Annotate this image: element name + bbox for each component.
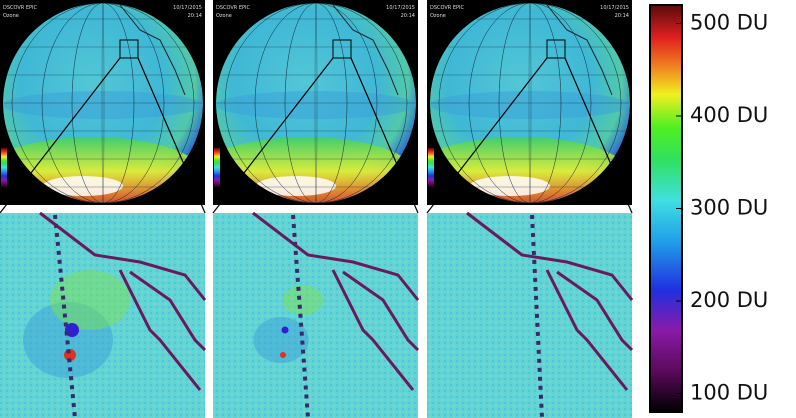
legend-strip [1, 148, 7, 188]
tropic-band [3, 91, 203, 119]
coastline [252, 211, 420, 301]
coastline [118, 269, 207, 391]
source: DSCOVR EPIC [3, 5, 37, 11]
tropic-band [430, 91, 630, 119]
meridian [224, 3, 408, 203]
meridian [468, 3, 592, 203]
meridian [284, 3, 348, 203]
anomaly-halo [253, 317, 309, 363]
colorbar-label: 300 DU [690, 196, 768, 220]
coastline [545, 269, 634, 391]
zoom-line [0, 57, 121, 214]
source: DSCOVR EPIC [430, 5, 464, 11]
coast [332, 4, 399, 96]
zoom-line [426, 57, 548, 214]
product: Ozone [3, 13, 19, 19]
meridian [254, 3, 378, 203]
zoom-panel [427, 213, 632, 418]
zoom-line [350, 57, 419, 214]
zoom-box [119, 39, 139, 59]
zoom-line [212, 57, 334, 214]
coastline [466, 211, 634, 301]
coastline [39, 211, 207, 301]
meridian [71, 3, 135, 203]
date: 10/17/2015 [173, 5, 202, 11]
date: 10/17/2015 [600, 5, 629, 11]
zoom-panel [213, 213, 418, 418]
product: Ozone [216, 13, 232, 19]
meridian [438, 3, 622, 203]
zoom-box [546, 39, 566, 59]
time: 20:14 [401, 13, 415, 19]
anomaly-green [283, 285, 323, 315]
track [291, 214, 310, 418]
colorbar-label: 100 DU [690, 381, 768, 405]
meridian [41, 3, 165, 203]
time: 20:14 [188, 13, 202, 19]
anomaly-low [281, 326, 289, 334]
ozone-hole [43, 176, 123, 196]
coast [119, 4, 186, 96]
ozone-hole [256, 176, 336, 196]
track [530, 214, 544, 418]
legend-strip [428, 148, 434, 188]
product: Ozone [430, 13, 446, 19]
colorbar-label: 500 DU [690, 11, 768, 35]
anomaly-high [280, 352, 286, 358]
zoom-box [332, 39, 352, 59]
legend-strip [214, 148, 220, 188]
tropic-band [216, 91, 416, 119]
zoom-line [137, 57, 206, 214]
globe [430, 3, 630, 203]
coastline [331, 269, 420, 391]
meridian [498, 3, 562, 203]
meridian [11, 3, 195, 203]
coast [546, 4, 613, 96]
zoom-line [564, 57, 633, 214]
track [53, 214, 77, 418]
time: 20:14 [615, 13, 629, 19]
source: DSCOVR EPIC [216, 5, 250, 11]
colorbar-label: 400 DU [690, 103, 768, 127]
anomaly-green [50, 270, 130, 330]
colorbar-label: 200 DU [690, 288, 768, 312]
ozone-hole [470, 176, 550, 196]
date: 10/17/2015 [386, 5, 415, 11]
